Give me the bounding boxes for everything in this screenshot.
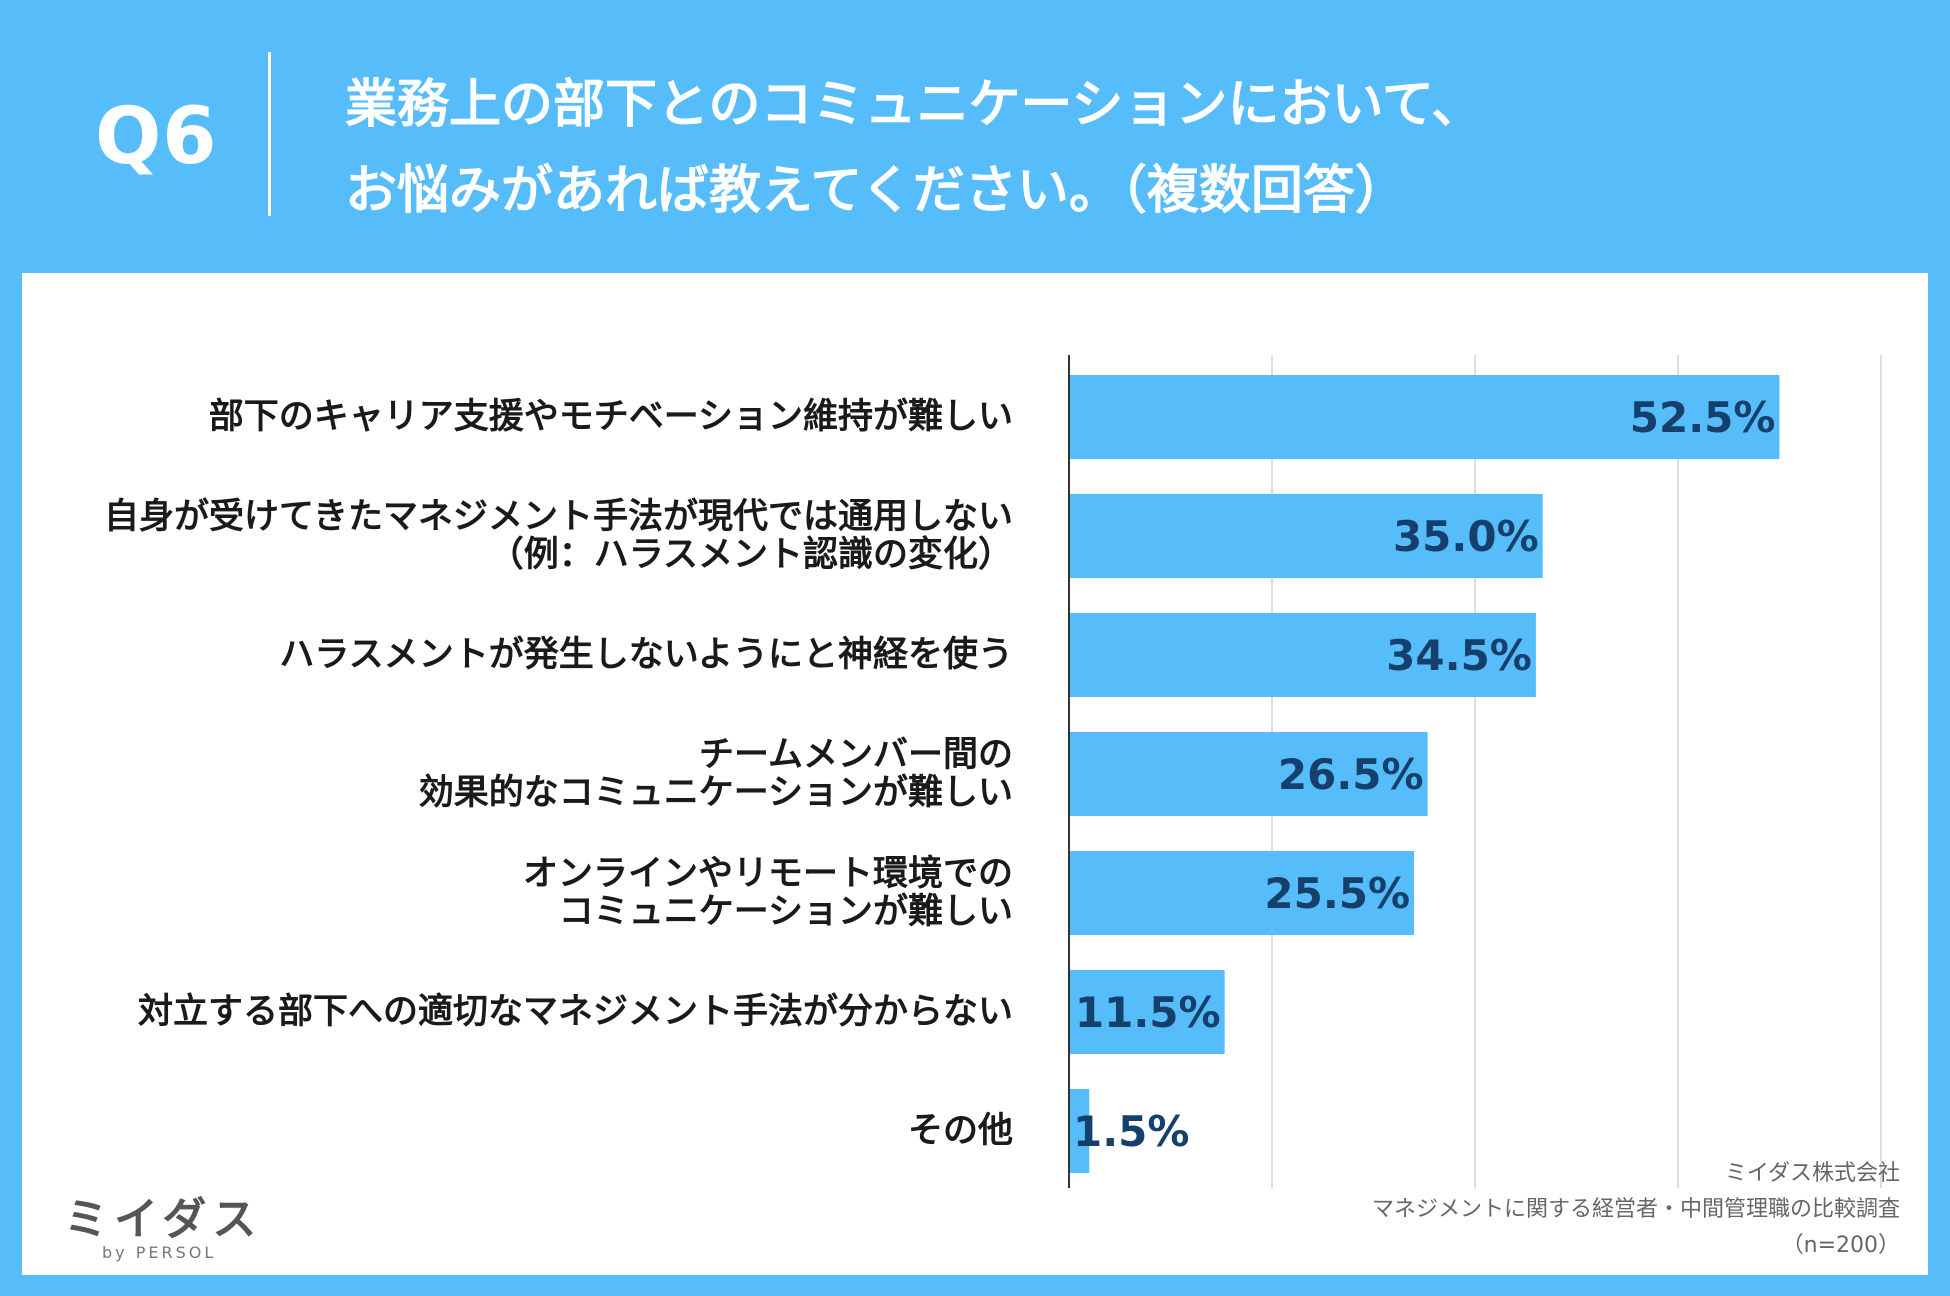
bar xyxy=(1069,494,1543,578)
logo-name: ミイダス xyxy=(64,1194,263,1245)
credit-survey: マネジメントに関する経営者・中間管理職の比較調査 xyxy=(1371,1197,1900,1222)
miidas-logo: ミイダス by PERSOL xyxy=(64,1183,262,1262)
category-label: その他 xyxy=(908,1112,1013,1150)
value-label: 25.5% xyxy=(1264,869,1410,918)
header-divider xyxy=(268,52,271,216)
value-label: 35.0% xyxy=(1393,512,1539,561)
category-label-line: 自身が受けてきたマネジメント手法が現代では通用しない xyxy=(104,497,1013,537)
value-label: 34.5% xyxy=(1386,631,1532,680)
chart-panel: 52.5% 35.0% 34.5% 26.5% 25.5% 11.5% 1.5% 部下のキャ… xyxy=(22,273,1928,1275)
category-label: 部下のキャリア支援やモチベーション維持が難しい xyxy=(209,398,1013,436)
bar xyxy=(1069,375,1780,459)
category-label: 対立する部下への適切なマネジメント手法が分からない xyxy=(138,993,1013,1031)
bar xyxy=(1069,732,1428,816)
value-label: 52.5% xyxy=(1630,393,1776,442)
credit-sample: （n=200） xyxy=(1781,1233,1900,1258)
category-label-line: 対立する部下への適切なマネジメント手法が分からない xyxy=(137,992,1013,1032)
value-label: 1.5% xyxy=(1073,1107,1189,1156)
category-label-line: チームメンバー間の xyxy=(699,735,1013,775)
bar xyxy=(1069,1089,1090,1173)
credit-company: ミイダス株式会社 xyxy=(1724,1161,1900,1186)
question-title-line-1: 業務上の部下とのコミュニケーションにおいて、 xyxy=(345,75,1484,135)
category-label: 自身が受けてきたマネジメント手法が現代では通用しない （例：ハラスメント認識の変化… xyxy=(104,498,1013,574)
category-label-line: （例：ハラスメント認識の変化） xyxy=(488,535,1013,575)
bar-chart: 52.5% 35.0% 34.5% 26.5% 25.5% 11.5% 1.5% xyxy=(1068,355,1882,1188)
category-label: オンラインやリモート環境での コミュニケーションが難しい xyxy=(523,855,1013,931)
category-label-line: オンラインやリモート環境での xyxy=(522,854,1013,894)
category-label-line: ハラスメントが発生しないようにと神経を使う xyxy=(279,635,1013,675)
question-number: Q6 xyxy=(95,92,218,182)
value-label: 11.5% xyxy=(1075,988,1221,1037)
category-label: チームメンバー間の 効果的なコミュニケーションが難しい xyxy=(419,736,1013,812)
category-label-line: 部下のキャリア支援やモチベーション維持が難しい xyxy=(208,397,1013,437)
bar xyxy=(1069,613,1536,697)
logo-sub: by PERSOL xyxy=(102,1243,217,1262)
value-label: 26.5% xyxy=(1278,750,1424,799)
question-title: 業務上の部下とのコミュニケーションにおいて、 お悩みがあれば教えてください。（複… xyxy=(345,62,1483,234)
category-label-line: コミュニケーションが難しい xyxy=(558,892,1013,932)
category-label-line: その他 xyxy=(907,1111,1013,1151)
category-label-line: 効果的なコミュニケーションが難しい xyxy=(418,773,1013,813)
bar xyxy=(1069,970,1225,1054)
question-header: Q6 業務上の部下とのコミュニケーションにおいて、 お悩みがあれば教えてください… xyxy=(0,0,1950,270)
question-title-line-2: お悩みがあれば教えてください。（複数回答） xyxy=(345,161,1407,221)
bar xyxy=(1069,851,1415,935)
category-label: ハラスメントが発生しないようにと神経を使う xyxy=(279,636,1013,674)
